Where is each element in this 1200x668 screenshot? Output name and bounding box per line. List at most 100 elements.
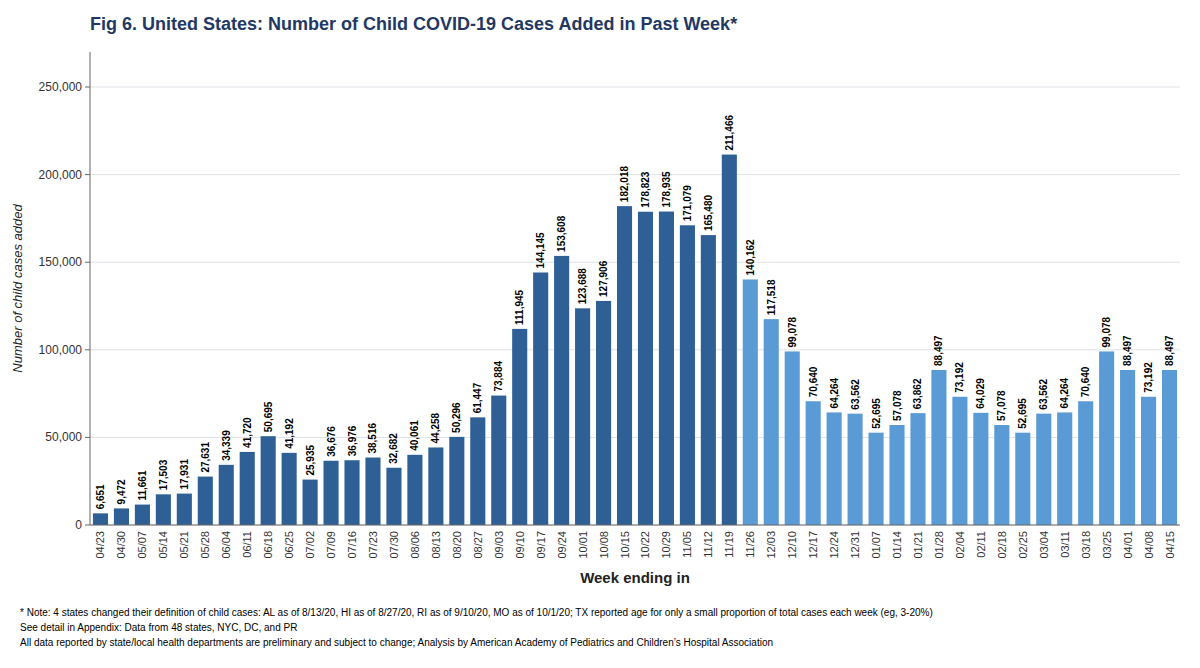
data-label: 17,503 xyxy=(158,459,169,490)
bar xyxy=(869,433,884,525)
x-tick-label: 04/15 xyxy=(1164,531,1176,559)
data-labels: 6,6519,47211,66117,50317,93127,63134,339… xyxy=(95,115,1175,510)
x-tick-label: 07/16 xyxy=(346,531,358,559)
data-label: 127,906 xyxy=(598,260,609,297)
x-tick-label: 06/25 xyxy=(283,531,295,559)
data-label: 64,264 xyxy=(829,377,840,408)
data-label: 17,931 xyxy=(179,459,190,490)
y-ticks: 050,000100,000150,000200,000250,000 xyxy=(39,80,90,532)
data-label: 99,078 xyxy=(1101,316,1112,347)
x-tick-label: 01/14 xyxy=(891,531,903,559)
y-tick xyxy=(85,525,90,526)
y-axis-label: Number of child cases added xyxy=(10,204,25,373)
bar xyxy=(93,513,108,525)
data-label: 63,562 xyxy=(1038,379,1049,410)
bar xyxy=(889,425,904,525)
bar xyxy=(407,455,422,525)
data-label: 36,976 xyxy=(347,425,358,456)
data-label: 41,192 xyxy=(284,418,295,449)
footnote: See detail in Appendix: Data from 48 sta… xyxy=(20,622,297,633)
grid xyxy=(90,87,1180,525)
x-tick-label: 12/17 xyxy=(807,531,819,559)
footnote: All data reported by state/local health … xyxy=(20,637,773,648)
y-tick xyxy=(85,437,90,438)
bar xyxy=(219,465,234,525)
bar xyxy=(533,272,548,525)
data-label: 34,339 xyxy=(221,430,232,461)
data-label: 165,480 xyxy=(703,195,714,232)
x-tick-label: 12/24 xyxy=(828,531,840,559)
bar xyxy=(743,279,758,525)
bar xyxy=(449,437,464,525)
data-label: 38,516 xyxy=(367,423,378,454)
data-label: 57,078 xyxy=(996,390,1007,421)
grid-line xyxy=(90,87,1180,88)
x-tick-label: 03/18 xyxy=(1080,531,1092,559)
data-label: 88,497 xyxy=(1122,335,1133,366)
x-tick-label: 09/24 xyxy=(556,531,568,559)
data-label: 57,078 xyxy=(892,390,903,421)
bar xyxy=(156,494,171,525)
bar xyxy=(785,351,800,525)
x-tick-label: 05/21 xyxy=(178,531,190,559)
chart: Fig 6. United States: Number of Child CO… xyxy=(0,0,1200,668)
x-tick-label: 02/25 xyxy=(1017,531,1029,559)
x-ticks: 04/2304/3005/0705/1405/2105/2806/0406/11… xyxy=(94,531,1175,559)
data-label: 99,078 xyxy=(787,316,798,347)
data-label: 70,640 xyxy=(1080,366,1091,397)
bar xyxy=(177,494,192,525)
data-label: 50,695 xyxy=(263,401,274,432)
bar xyxy=(617,206,632,525)
bar xyxy=(1057,412,1072,525)
data-label: 70,640 xyxy=(808,366,819,397)
x-axis-label: Week ending in xyxy=(580,569,690,586)
x-tick-label: 01/28 xyxy=(933,531,945,559)
x-tick-label: 11/05 xyxy=(681,531,693,558)
y-tick-label: 150,000 xyxy=(39,255,83,269)
grid-line xyxy=(90,174,1180,175)
bar xyxy=(827,412,842,525)
data-label: 73,192 xyxy=(1143,362,1154,393)
footnote: * Note: 4 states changed their definitio… xyxy=(20,607,933,618)
data-label: 211,466 xyxy=(724,115,735,151)
x-tick-label: 03/25 xyxy=(1101,531,1113,559)
bars xyxy=(93,155,1177,525)
bar xyxy=(952,397,967,525)
bar xyxy=(680,225,695,525)
x-tick-label: 07/23 xyxy=(367,531,379,559)
bar xyxy=(344,460,359,525)
y-tick-label: 50,000 xyxy=(45,430,82,444)
bar xyxy=(198,477,213,525)
data-label: 123,688 xyxy=(577,268,588,305)
x-tick-label: 08/06 xyxy=(409,531,421,559)
y-tick-label: 0 xyxy=(75,518,82,532)
y-tick xyxy=(85,174,90,175)
data-label: 144,145 xyxy=(535,232,546,269)
y-tick-label: 100,000 xyxy=(39,343,83,357)
bar xyxy=(764,319,779,525)
bar xyxy=(114,508,129,525)
y-tick-label: 200,000 xyxy=(39,168,83,182)
x-tick-label: 08/20 xyxy=(451,531,463,559)
y-tick xyxy=(85,262,90,263)
x-tick-label: 09/17 xyxy=(535,531,547,559)
data-label: 36,676 xyxy=(326,426,337,457)
data-label: 40,061 xyxy=(409,420,420,451)
data-label: 9,472 xyxy=(116,479,127,504)
grid-line xyxy=(90,525,1180,526)
x-tick-label: 07/02 xyxy=(304,531,316,559)
data-label: 63,562 xyxy=(850,379,861,410)
data-label: 44,258 xyxy=(430,412,441,443)
bar xyxy=(324,461,339,525)
x-tick-label: 05/07 xyxy=(136,531,148,559)
bar xyxy=(554,256,569,525)
x-tick-label: 10/29 xyxy=(660,531,672,559)
bar xyxy=(659,212,674,525)
data-label: 73,884 xyxy=(493,361,504,392)
x-tick-label: 02/11 xyxy=(975,531,987,558)
footnotes: * Note: 4 states changed their definitio… xyxy=(20,607,933,648)
data-label: 171,079 xyxy=(682,185,693,222)
bar xyxy=(596,301,611,525)
data-label: 153,608 xyxy=(556,215,567,252)
data-label: 117,518 xyxy=(766,279,777,315)
